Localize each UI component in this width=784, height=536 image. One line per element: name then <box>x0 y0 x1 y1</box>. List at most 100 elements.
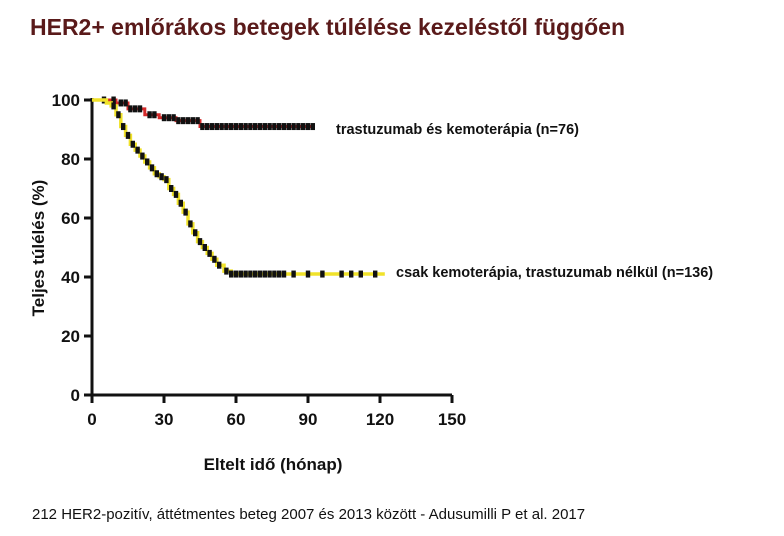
censor-mark <box>181 117 186 125</box>
censor-mark <box>128 105 133 113</box>
censor-mark <box>137 105 143 113</box>
censor-mark <box>373 270 378 278</box>
censor-mark <box>233 123 239 131</box>
censor-mark <box>176 117 181 125</box>
censor-mark <box>193 229 198 237</box>
censor-mark <box>145 158 150 166</box>
censor-mark <box>358 270 363 278</box>
censor-mark <box>130 140 135 148</box>
censor-mark <box>233 270 239 278</box>
censor-mark <box>248 123 253 131</box>
y-tick-label: 100 <box>52 91 80 110</box>
censor-mark <box>212 255 217 263</box>
censor-mark <box>272 270 277 278</box>
censor-mark <box>305 270 311 278</box>
censor-mark <box>224 267 229 275</box>
censor-mark <box>135 146 140 154</box>
censor-mark <box>200 123 205 131</box>
y-tick-label: 20 <box>61 327 80 346</box>
censor-mark <box>291 123 296 131</box>
censor-mark <box>169 185 174 192</box>
censor-mark <box>161 114 167 122</box>
censor-mark <box>149 164 155 172</box>
y-tick-label: 60 <box>61 209 80 228</box>
censor-mark <box>272 123 277 131</box>
censor-mark <box>339 270 344 278</box>
y-axis-label: Teljes túlélés (%) <box>29 180 48 317</box>
x-tick-label: 60 <box>227 410 246 429</box>
censor-mark <box>195 117 200 125</box>
censor-mark <box>202 244 207 251</box>
censor-mark <box>229 123 234 131</box>
censor-mark <box>281 270 287 278</box>
censor-mark <box>154 170 159 178</box>
censor-mark <box>296 123 301 131</box>
x-tick-label: 120 <box>366 410 394 429</box>
censor-mark <box>238 123 243 131</box>
series-layer <box>92 96 385 278</box>
series-label-chemo-only: csak kemoterápia, trastuzumab nélkül (n=… <box>396 265 713 281</box>
censor-mark <box>281 123 287 131</box>
censor-mark <box>190 117 195 125</box>
censor-mark <box>207 249 212 257</box>
censor-mark <box>173 190 179 198</box>
censor-mark <box>205 123 210 131</box>
censor-mark <box>111 102 116 110</box>
censor-mark <box>152 111 157 119</box>
censor-mark <box>286 123 291 131</box>
censor-mark <box>253 123 258 131</box>
censor-mark <box>291 270 296 278</box>
censor-mark <box>229 270 234 278</box>
footer-note: 212 HER2-pozitív, áttétmentes beteg 2007… <box>32 506 586 523</box>
censor-mark <box>121 123 126 131</box>
series-label-trastuzumab: trastuzumab és kemoterápia (n=76) <box>336 122 579 138</box>
censor-mark <box>253 270 258 278</box>
censor-mark <box>197 238 203 246</box>
censor-mark <box>243 270 248 278</box>
censor-mark <box>262 270 267 278</box>
censor-mark <box>310 123 315 131</box>
censor-mark <box>243 123 248 131</box>
censor-mark <box>178 199 183 207</box>
axes: 0 20 40 60 80 100 0 30 60 90 120 150 <box>52 91 467 429</box>
y-tick-label: 80 <box>61 150 80 169</box>
censor-mark <box>267 123 272 131</box>
censor-mark <box>262 123 267 131</box>
censor-mark <box>166 114 171 122</box>
censor-mark <box>320 270 325 278</box>
x-tick-label: 150 <box>438 410 466 429</box>
censor-mark <box>133 105 138 113</box>
censor-mark <box>238 270 243 278</box>
censor-mark <box>224 123 229 131</box>
censor-mark <box>118 99 123 107</box>
censor-mark <box>171 114 176 122</box>
censor-mark <box>164 176 169 184</box>
censor-mark <box>267 270 272 278</box>
censor-mark <box>257 270 263 278</box>
censor-mark <box>214 123 219 131</box>
censor-mark <box>185 117 191 125</box>
x-tick-label: 0 <box>87 410 96 429</box>
y-tick-label: 0 <box>71 386 80 405</box>
x-axis-label: Eltelt idő (hónap) <box>204 455 343 474</box>
censor-mark <box>183 208 188 216</box>
censor-mark <box>140 152 145 160</box>
censor-mark <box>147 111 152 119</box>
censor-mark <box>277 123 282 131</box>
x-tick-label: 30 <box>155 410 174 429</box>
censor-mark <box>159 173 164 181</box>
censor-mark <box>219 123 224 131</box>
censor-mark <box>123 99 128 107</box>
censor-mark <box>301 123 306 131</box>
censor-mark <box>217 261 222 269</box>
censor-mark <box>248 270 253 278</box>
chart-title: HER2+ emlőrákos betegek túlélése kezelés… <box>30 14 626 40</box>
censor-mark <box>349 270 354 278</box>
censor-mark <box>257 123 263 131</box>
censor-mark <box>125 131 131 139</box>
censor-mark <box>277 270 282 278</box>
x-tick-label: 90 <box>299 410 318 429</box>
censor-mark <box>305 123 311 131</box>
censor-mark <box>209 123 215 131</box>
